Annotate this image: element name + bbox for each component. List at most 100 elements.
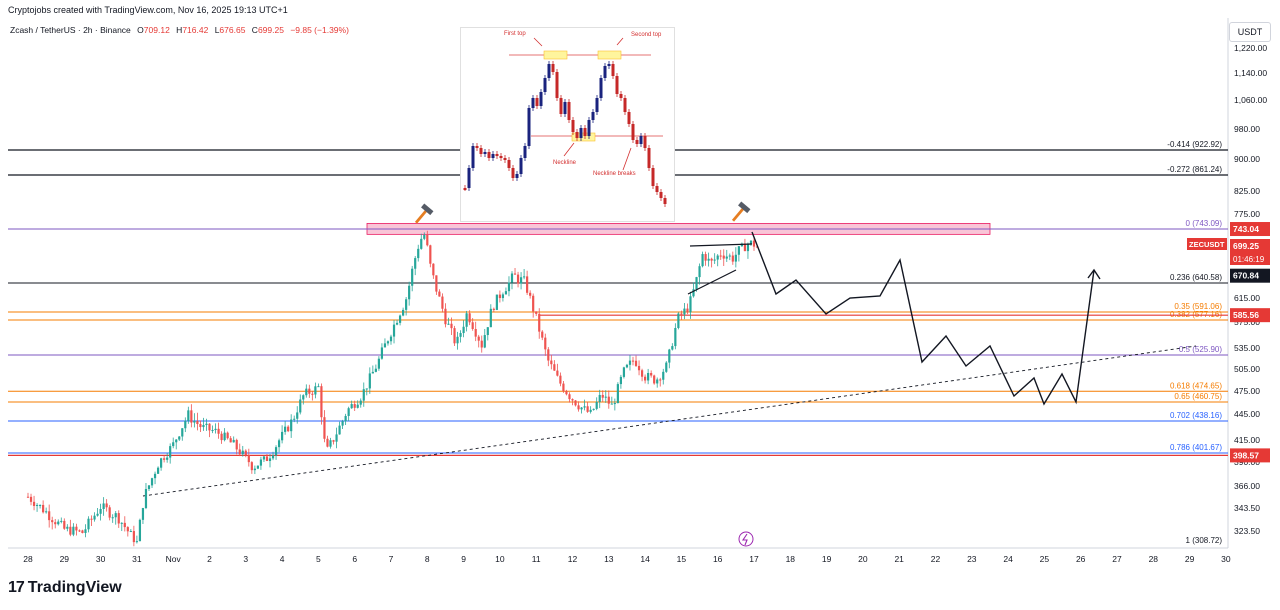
- first-top-box: [543, 50, 568, 60]
- fib-label: 0.236 (640.58): [1170, 273, 1222, 282]
- candle-body: [90, 518, 93, 520]
- candle-body: [220, 433, 223, 441]
- symbol-legend: Zcash / TetherUS · 2h · Binance O709.12 …: [10, 25, 349, 35]
- countdown-badge: [1230, 253, 1270, 265]
- candle-body: [420, 238, 423, 249]
- x-tick-label: 19: [822, 554, 832, 564]
- candle-body: [746, 244, 750, 252]
- candle-body: [483, 335, 486, 348]
- candle-body: [347, 408, 350, 416]
- candle-body: [380, 347, 384, 359]
- candle-body: [459, 333, 462, 337]
- candle-body: [504, 291, 508, 295]
- candle-body: [647, 372, 650, 381]
- candle-body: [695, 277, 698, 290]
- x-tick-label: 30: [96, 554, 106, 564]
- candle-body: [54, 522, 57, 525]
- candle-body: [698, 266, 701, 278]
- candle-body: [153, 473, 157, 479]
- candle-body: [489, 308, 492, 328]
- x-tick-label: 8: [425, 554, 430, 564]
- inset-candle: [623, 98, 627, 112]
- candle-body: [147, 485, 151, 489]
- tradingview-brand[interactable]: 17 TradingView: [8, 579, 122, 597]
- fib-label: 0.786 (401.67): [1170, 443, 1222, 452]
- candle-body: [35, 504, 39, 506]
- candle-body: [613, 403, 616, 405]
- x-tick-label: 20: [858, 554, 868, 564]
- candle-body: [510, 273, 514, 283]
- projection-arrow-icon: [1087, 268, 1101, 280]
- candle-body: [450, 323, 453, 329]
- inset-candle: [599, 78, 603, 98]
- x-tick-label: 12: [568, 554, 578, 564]
- y-tick-label: 980.00: [1234, 124, 1260, 134]
- candle-body: [81, 530, 84, 534]
- symbol-badge-text: ZECUSDT: [1189, 240, 1225, 249]
- candle-body: [462, 326, 465, 334]
- candle-body: [574, 400, 577, 406]
- inset-candle: [511, 168, 515, 178]
- candle-body: [377, 358, 380, 369]
- candle-body: [87, 518, 90, 530]
- x-tick-label: 24: [1003, 554, 1013, 564]
- candle-body: [716, 255, 719, 260]
- x-tick-label: 31: [132, 554, 142, 564]
- symbol-name: Zcash / TetherUS · 2h · Binance: [10, 25, 131, 35]
- candle-body: [565, 391, 568, 395]
- y-tick-label: 1,220.00: [1234, 43, 1267, 53]
- candle-body: [241, 450, 244, 455]
- inset-candle: [575, 132, 579, 138]
- candle-body: [108, 507, 111, 518]
- candle-body: [616, 384, 619, 404]
- second-top-arrow: [616, 37, 624, 46]
- candle-body: [226, 432, 229, 439]
- resistance-badge-text: 743.04: [1233, 224, 1259, 234]
- candle-body: [671, 346, 674, 350]
- neckline-label: Neckline: [553, 160, 577, 166]
- candle-body: [274, 447, 278, 456]
- candle-body: [250, 462, 253, 471]
- second-top-box: [597, 50, 622, 60]
- x-tick-label: 4: [280, 554, 285, 564]
- candle-body: [284, 426, 287, 432]
- candle-body: [268, 458, 272, 461]
- lightning-bolt: [741, 533, 748, 546]
- candle-body: [755, 246, 759, 248]
- inset-candle: [627, 112, 631, 124]
- fib-label: -0.272 (861.24): [1167, 165, 1222, 174]
- candle-body: [69, 526, 72, 535]
- candle-body: [480, 340, 483, 348]
- candle-body: [683, 308, 686, 315]
- candle-body: [63, 520, 66, 529]
- candle-body: [314, 386, 317, 395]
- candle-body: [529, 292, 532, 296]
- candle-body: [498, 294, 501, 299]
- candle-body: [305, 388, 308, 396]
- candle-body: [223, 432, 226, 441]
- candle-body: [386, 341, 390, 344]
- candle-body: [704, 254, 707, 261]
- candle-body: [486, 327, 489, 336]
- candle-body: [193, 421, 196, 423]
- candle-body: [507, 282, 511, 292]
- candle-body: [265, 456, 269, 461]
- candle-body: [526, 276, 529, 293]
- candle-body: [444, 308, 447, 325]
- candle-body: [39, 504, 42, 506]
- currency-button[interactable]: USDT: [1229, 22, 1271, 42]
- inset-candle: [551, 64, 555, 72]
- candle-body: [429, 245, 432, 264]
- candle-body: [262, 456, 266, 460]
- candle-body: [211, 430, 214, 432]
- candle-body: [637, 365, 641, 371]
- hammer-head: [421, 203, 434, 216]
- candle-body: [184, 420, 187, 429]
- inset-candle: [563, 102, 567, 114]
- candle-body: [332, 440, 335, 442]
- double-top-inset: First top Second top Neckline Neckline b…: [460, 27, 675, 222]
- x-tick-label: Nov: [166, 554, 182, 564]
- fib-label: 0.702 (438.16): [1170, 411, 1222, 420]
- ohlc-low-label: L: [214, 25, 220, 35]
